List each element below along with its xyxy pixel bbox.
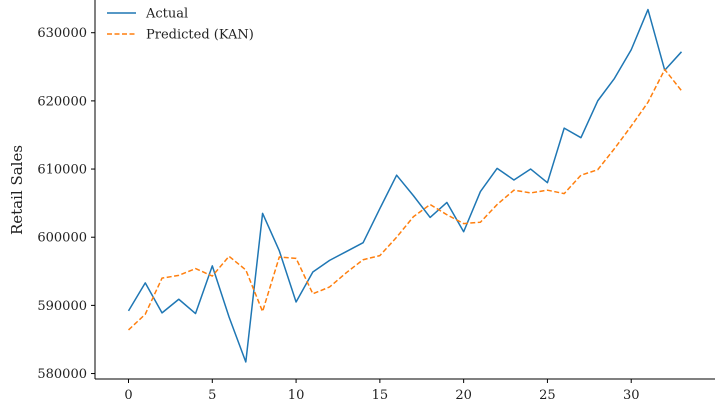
tick-marks: 0 5 10 15 20 25 30 580000 590000 600000 610000 6200…: [37, 26, 639, 403]
axes: [94, 0, 715, 380]
x-tick-label: 0: [124, 388, 132, 403]
y-tick-label: 630000: [37, 26, 87, 41]
y-axis-label: Retail Sales: [8, 145, 26, 235]
x-tick-label: 20: [455, 388, 472, 403]
x-tick-label: 5: [208, 388, 216, 403]
x-tick-label: 25: [539, 388, 556, 403]
legend-label: Predicted (KAN): [146, 28, 254, 43]
series-layer: [127, 8, 683, 363]
y-tick-label: 580000: [37, 367, 87, 382]
actual-series-line: [127, 8, 683, 363]
x-tick-label: 30: [623, 388, 640, 403]
y-tick-label: 610000: [37, 163, 87, 178]
y-tick-label: 590000: [37, 299, 87, 314]
legend-label: Actual: [145, 7, 188, 22]
x-tick-label: 15: [372, 388, 389, 403]
y-tick-label: 620000: [37, 94, 87, 109]
y-tick-label: 600000: [37, 231, 87, 246]
predicted-series-line: [127, 68, 683, 331]
x-tick-label: 10: [288, 388, 305, 403]
legend: Actual Predicted (KAN): [107, 7, 254, 43]
